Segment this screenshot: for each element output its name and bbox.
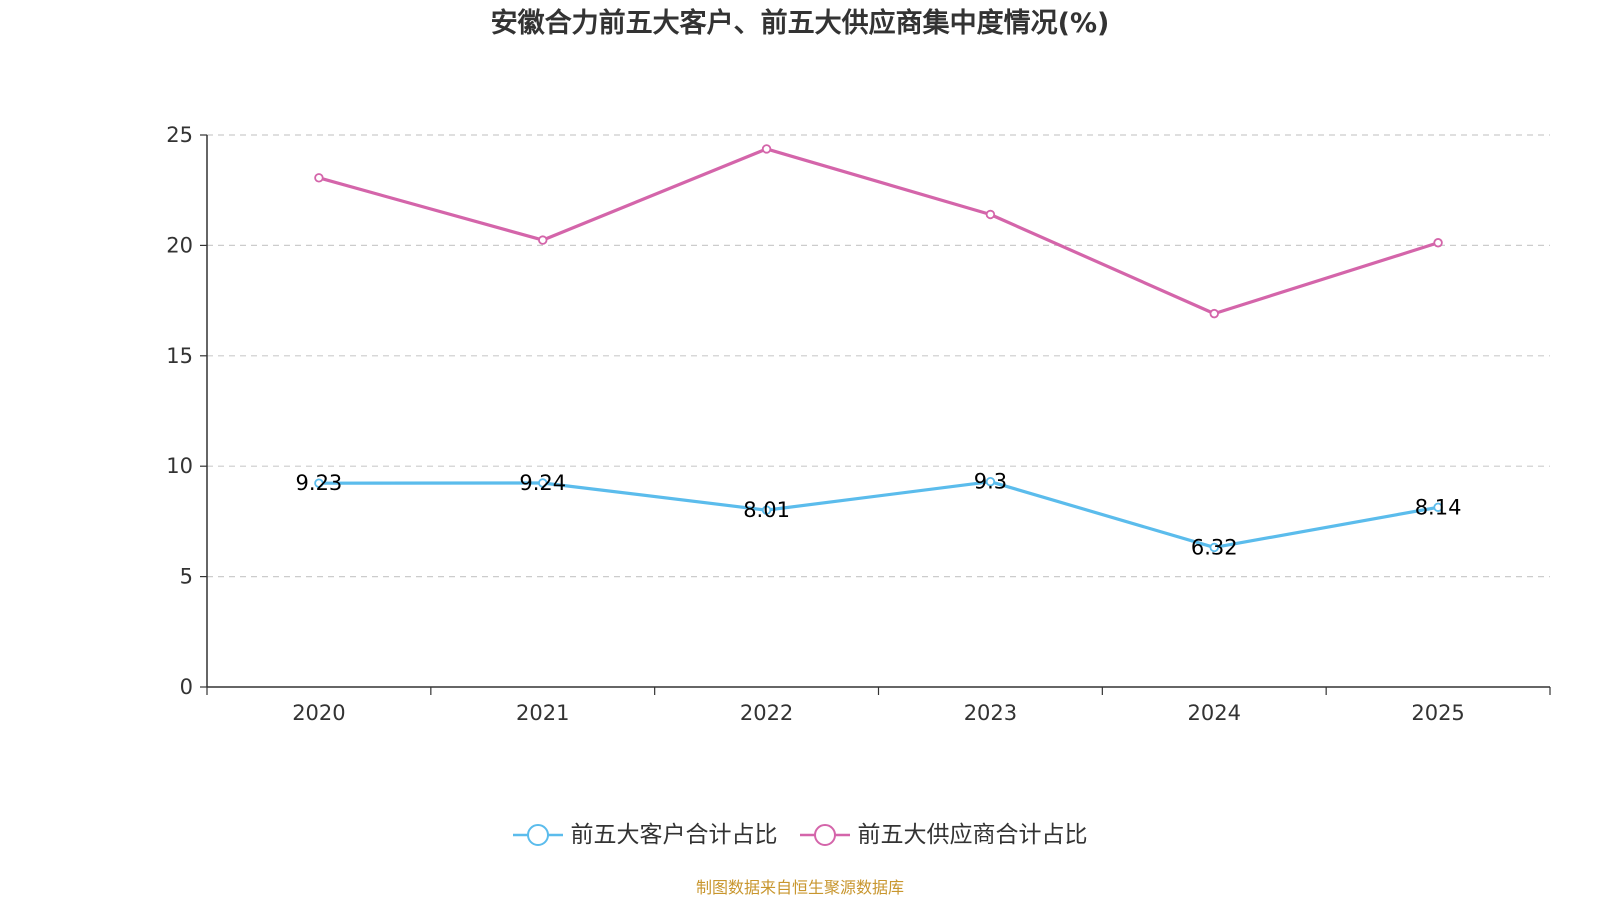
data-point[interactable] (761, 505, 772, 515)
data-point[interactable] (538, 478, 548, 488)
source-note: 制图数据来自恒生聚源数据库 (695, 878, 904, 897)
data-label: 9.23 (296, 471, 343, 495)
series-line-1 (318, 147, 1439, 316)
legend: 前五大客户合计占比 前五大供应商合计占比 (0, 820, 1600, 850)
legend-item-customers[interactable]: 前五大客户合计占比 (512, 820, 778, 850)
data-label: 8.01 (743, 498, 790, 522)
data-labels: 9.23 9.24 8.01 9.3 6.32 8.14 (296, 470, 1462, 560)
x-tick-label: 2020 (292, 701, 345, 725)
data-label: 6.32 (1191, 535, 1238, 559)
y-tick-label: 20 (166, 233, 193, 257)
legend-suppliers-label: 前五大供应商合计占比 (857, 822, 1088, 848)
data-point[interactable] (761, 144, 772, 154)
chart-title: 安徽合力前五大客户、前五大供应商集中度情况(%) (490, 8, 1110, 39)
series-line-0 (318, 480, 1439, 550)
y-tick-label: 5 (180, 565, 193, 589)
axes (206, 135, 1550, 688)
y-tick-label: 0 (180, 675, 193, 699)
data-point[interactable] (1209, 308, 1219, 319)
data-label: 9.3 (974, 470, 1007, 494)
data-point[interactable] (985, 476, 996, 487)
x-tick-label: 2023 (964, 701, 1017, 725)
x-tick-label: 2022 (740, 701, 793, 725)
x-tick-label: 2021 (516, 701, 569, 725)
legend-customers-label: 前五大客户合计占比 (570, 822, 778, 848)
data-point[interactable] (314, 173, 324, 183)
data-point[interactable] (1433, 238, 1443, 248)
x-tick-label: 2025 (1411, 701, 1464, 725)
data-point[interactable] (314, 478, 324, 488)
y-tick-label: 25 (166, 123, 193, 147)
legend-customers-icon (512, 824, 563, 846)
data-label: 8.14 (1415, 495, 1462, 519)
y-tick-label: 15 (166, 344, 193, 368)
data-point[interactable] (1209, 542, 1219, 553)
legend-suppliers-icon (799, 824, 850, 846)
data-point[interactable] (985, 209, 996, 220)
x-tick-label: 2024 (1188, 701, 1241, 725)
data-point[interactable] (538, 235, 548, 245)
series-lines (314, 144, 1443, 553)
legend-item-suppliers[interactable]: 前五大供应商合计占比 (799, 820, 1088, 850)
y-tick-label: 10 (166, 454, 193, 478)
data-point[interactable] (1433, 502, 1443, 512)
data-label: 9.24 (519, 471, 566, 495)
grid-lines (207, 134, 1550, 578)
